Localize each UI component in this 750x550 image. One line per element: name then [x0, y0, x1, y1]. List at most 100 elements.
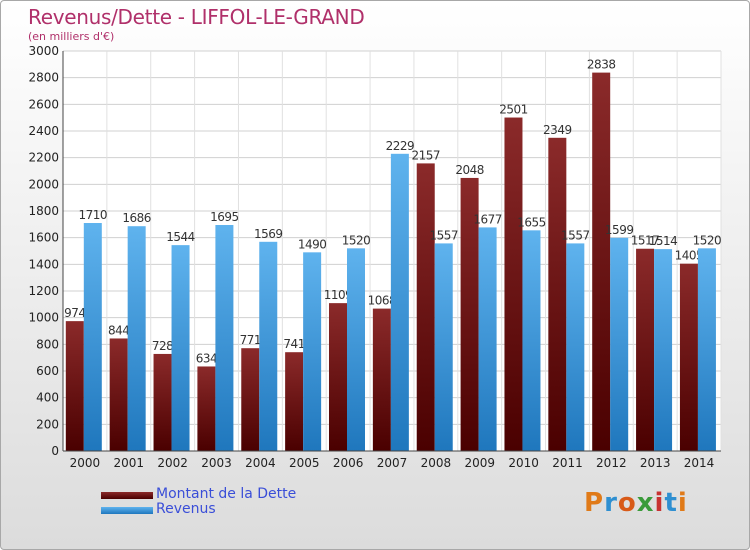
- bar-revenus-2009: [478, 227, 497, 451]
- y-tick-label-600: 600: [36, 364, 59, 378]
- proxiti-logo-letter: o: [617, 488, 637, 518]
- bar-dette-2000: [65, 321, 84, 451]
- data-label-dette-2011: 2349: [543, 123, 572, 137]
- data-label-dette-2001: 844: [108, 323, 129, 337]
- proxiti-logo-letter: t: [664, 488, 678, 518]
- data-label-revenus-2006: 1520: [342, 233, 371, 247]
- bar-dette-2011: [548, 137, 567, 452]
- bar-revenus-2005: [303, 252, 322, 451]
- data-label-revenus-2002: 1544: [166, 230, 195, 244]
- data-label-revenus-2000: 1710: [79, 208, 108, 222]
- proxiti-logo-letter: P: [584, 488, 605, 518]
- x-tick-label-2014: 2014: [684, 456, 715, 470]
- x-tick-label-2002: 2002: [157, 456, 188, 470]
- bar-revenus-2007: [390, 153, 409, 452]
- data-label-dette-2012: 2838: [587, 58, 616, 72]
- data-label-revenus-2005: 1490: [298, 237, 327, 251]
- bar-revenus-2003: [215, 225, 234, 451]
- data-label-revenus-2013: 1514: [649, 234, 678, 248]
- bar-dette-2005: [285, 352, 304, 451]
- x-tick-label-2009: 2009: [464, 456, 495, 470]
- legend-swatch-dette: [101, 492, 153, 499]
- data-label-dette-2008: 2157: [411, 148, 440, 162]
- chart-subtitle: (en milliers d'€): [28, 30, 115, 43]
- bar-dette-2014: [679, 263, 698, 451]
- bar-dette-2003: [197, 366, 216, 451]
- data-label-dette-2014: 1405: [675, 249, 704, 263]
- proxiti-logo: Proxiti: [584, 488, 688, 518]
- bar-dette-2012: [592, 72, 611, 451]
- x-tick-label-2004: 2004: [245, 456, 276, 470]
- proxiti-logo-letter: r: [604, 488, 618, 518]
- data-label-dette-2009: 2048: [455, 163, 484, 177]
- proxiti-logo-letter: i: [677, 488, 688, 518]
- data-label-revenus-2009: 1677: [473, 212, 502, 226]
- bar-revenus-2011: [566, 243, 585, 451]
- legend-swatch-revenus: [101, 507, 153, 514]
- bar-dette-2004: [241, 348, 260, 451]
- bar-revenus-2010: [522, 230, 541, 451]
- data-label-dette-2006: 1109: [324, 288, 353, 302]
- y-tick-label-2000: 2000: [28, 177, 59, 191]
- data-label-dette-2010: 2501: [499, 103, 528, 117]
- x-tick-label-2013: 2013: [640, 456, 671, 470]
- proxiti-logo-letter: i: [654, 488, 665, 518]
- proxiti-logo-letter: x: [636, 488, 655, 518]
- legend-label-revenus: Revenus: [156, 501, 216, 517]
- x-tick-label-2003: 2003: [201, 456, 232, 470]
- data-label-dette-2013: 1517: [631, 234, 660, 248]
- data-label-revenus-2001: 1686: [122, 211, 151, 225]
- bar-dette-2002: [153, 353, 172, 451]
- data-label-revenus-2007: 2229: [386, 139, 415, 153]
- x-tick-label-2012: 2012: [596, 456, 627, 470]
- y-tick-label-2400: 2400: [28, 124, 59, 138]
- x-tick-label-2010: 2010: [508, 456, 539, 470]
- bar-dette-2010: [504, 117, 523, 452]
- bar-revenus-2001: [127, 226, 146, 451]
- y-tick-label-1600: 1600: [28, 231, 59, 245]
- bar-revenus-2006: [347, 248, 365, 451]
- x-tick-label-2001: 2001: [114, 456, 145, 470]
- bar-dette-2013: [636, 248, 655, 451]
- y-tick-label-400: 400: [36, 391, 59, 405]
- data-label-revenus-2008: 1557: [429, 228, 458, 242]
- bar-revenus-2012: [610, 237, 629, 451]
- x-tick-label-2011: 2011: [552, 456, 583, 470]
- y-tick-label-1000: 1000: [28, 311, 59, 325]
- data-label-dette-2003: 634: [196, 351, 217, 365]
- bar-revenus-2000: [83, 223, 102, 451]
- bar-dette-2006: [329, 303, 347, 451]
- bar-dette-2001: [109, 338, 128, 451]
- data-label-dette-2000: 974: [64, 306, 85, 320]
- data-label-revenus-2010: 1655: [517, 215, 546, 229]
- bar-revenus-2002: [171, 245, 190, 451]
- data-label-revenus-2014: 1520: [693, 233, 722, 247]
- bar-revenus-2014: [697, 248, 716, 451]
- x-tick-label-2000: 2000: [70, 456, 101, 470]
- y-tick-label-2800: 2800: [28, 71, 59, 85]
- y-tick-label-0: 0: [51, 444, 59, 458]
- y-tick-label-1800: 1800: [28, 204, 59, 218]
- y-tick-label-800: 800: [36, 337, 59, 351]
- x-tick-label-2007: 2007: [377, 456, 408, 470]
- y-tick-label-2200: 2200: [28, 151, 59, 165]
- y-tick-label-2600: 2600: [28, 97, 59, 111]
- bar-dette-2007: [372, 308, 391, 451]
- data-label-dette-2004: 771: [240, 333, 261, 347]
- x-tick-label-2008: 2008: [421, 456, 452, 470]
- bar-dette-2008: [416, 163, 435, 451]
- y-tick-label-1400: 1400: [28, 257, 59, 271]
- bar-revenus-2013: [654, 249, 673, 451]
- bar-revenus-2004: [259, 241, 278, 451]
- data-label-dette-2002: 728: [152, 339, 173, 353]
- x-tick-label-2006: 2006: [333, 456, 364, 470]
- x-tick-label-2005: 2005: [289, 456, 320, 470]
- data-label-dette-2005: 741: [283, 337, 304, 351]
- chart-title: Revenus/Dette - LIFFOL-LE-GRAND: [28, 5, 365, 29]
- bar-dette-2009: [460, 177, 479, 451]
- legend-label-dette: Montant de la Dette: [156, 486, 297, 502]
- data-label-revenus-2011: 1557: [561, 228, 590, 242]
- y-tick-label-3000: 3000: [28, 44, 59, 58]
